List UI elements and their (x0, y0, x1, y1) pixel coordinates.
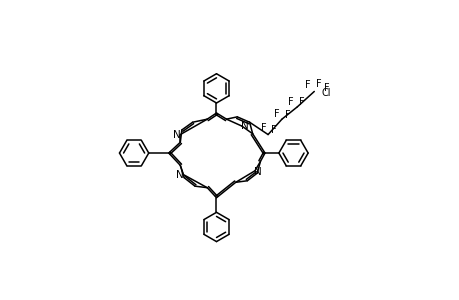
Text: F: F (270, 125, 276, 135)
Text: F: F (298, 97, 304, 107)
Text: F: F (284, 110, 290, 119)
Text: N: N (254, 167, 261, 176)
Text: F: F (273, 109, 279, 119)
Text: F: F (315, 79, 321, 89)
Text: F: F (323, 82, 329, 93)
Text: Cl: Cl (320, 88, 330, 98)
Text: N: N (241, 121, 248, 131)
Text: F: F (305, 80, 310, 90)
Text: N: N (173, 130, 181, 140)
Text: N: N (176, 170, 184, 180)
Text: F: F (288, 97, 293, 107)
Text: F: F (260, 123, 266, 134)
